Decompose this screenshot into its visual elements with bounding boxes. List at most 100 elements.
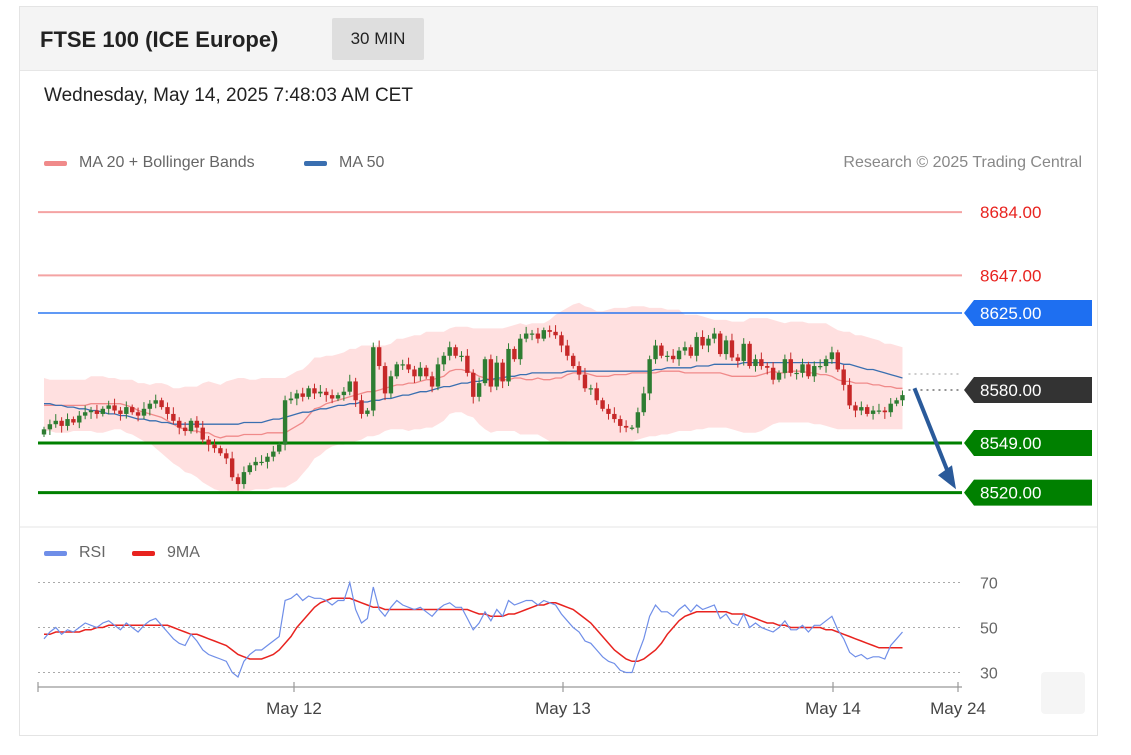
candle-body [688, 347, 693, 356]
legend-ma50: MA 50 [304, 154, 384, 172]
candle-body [130, 407, 135, 413]
candle-body [465, 355, 470, 373]
candle-body [659, 345, 664, 356]
candle-body [582, 374, 588, 389]
candle-body [494, 362, 499, 387]
candle-body [271, 451, 276, 457]
candle-body [847, 384, 852, 406]
candle-body [618, 419, 623, 426]
candle-body [576, 366, 582, 375]
ma20-swatch [44, 160, 67, 166]
candle-body [635, 412, 641, 428]
candle-body [747, 343, 752, 367]
candle-body [723, 340, 729, 355]
candle-body [371, 347, 376, 411]
instrument-title: FTSE 100 (ICE Europe) [40, 27, 279, 52]
candle-body [312, 388, 317, 394]
candle-body [294, 393, 300, 399]
candle-body [471, 372, 476, 397]
level-tag-8520 [964, 479, 1092, 506]
candle-body [235, 477, 241, 485]
candle-body [224, 453, 229, 459]
legend-9ma: 9MA [132, 544, 200, 562]
rsi-tick-50: 50 [980, 621, 998, 638]
candle-body [782, 359, 788, 373]
candle-body [476, 383, 482, 397]
candle-body [571, 355, 576, 367]
candle-body [829, 352, 835, 360]
rsi-tick-70: 70 [980, 576, 998, 593]
candle-body [812, 366, 817, 377]
forecast-arrow-shaft [912, 387, 952, 478]
candle-body [806, 364, 811, 377]
candle-body [594, 388, 599, 401]
candle-body [135, 412, 141, 416]
candle-body [247, 465, 252, 473]
candle-body [523, 333, 529, 339]
candle-body [665, 355, 670, 357]
candle-body [606, 408, 611, 414]
candle-body [670, 355, 676, 360]
candle-body [77, 415, 82, 423]
legend-ma20-bb: MA 20 + Bollinger Bands [44, 154, 255, 172]
candle-body [288, 398, 294, 401]
candle-body [229, 458, 235, 478]
candle-body [882, 410, 888, 413]
level-tag-8549 [964, 430, 1092, 457]
candle-body [835, 352, 840, 370]
candle-body [282, 400, 288, 445]
scroll-to-top-button[interactable] [1041, 672, 1085, 714]
candle-body [71, 419, 76, 423]
candle-body [424, 367, 429, 377]
time-axis-label: May 13 [535, 699, 591, 718]
candle-body [865, 407, 870, 414]
candle-body [177, 420, 182, 428]
candle-body [641, 393, 646, 413]
candle-body [218, 448, 223, 454]
candle-body [629, 427, 635, 429]
candle-body [394, 364, 399, 377]
candle-body [182, 427, 188, 432]
candle-body [718, 333, 723, 355]
candle-body [118, 410, 123, 414]
candle-body [588, 388, 594, 390]
level-label-8647: 8647.00 [980, 266, 1041, 285]
candle-body [159, 400, 164, 408]
legend-rsi: RSI [44, 544, 106, 562]
candle-body [82, 412, 88, 416]
candle-body [324, 391, 329, 396]
time-axis-label: May 12 [266, 699, 322, 718]
candle-body [341, 391, 347, 396]
candle-body [794, 372, 799, 375]
candle-body [600, 400, 605, 409]
forecast-arrow-head [938, 465, 956, 490]
candle-body [65, 419, 70, 426]
candle-body [770, 367, 776, 380]
rsi-line [43, 580, 903, 678]
candle-body [482, 359, 488, 384]
legend-rsi-label: RSI [79, 544, 106, 561]
candle-body [547, 330, 552, 332]
candle-body [682, 347, 688, 351]
time-axis-label: May 24 [930, 699, 986, 718]
candle-body [876, 410, 882, 412]
candle-body [365, 410, 370, 414]
candle-body [553, 331, 558, 336]
candle-body [306, 388, 311, 397]
timestamp: Wednesday, May 14, 2025 7:48:03 AM CET [44, 85, 413, 106]
interval-badge[interactable]: 30 MIN [332, 18, 424, 60]
candle-body [788, 359, 793, 373]
candle-body [277, 444, 282, 452]
ma9-swatch [132, 550, 155, 556]
candle-body [565, 345, 570, 356]
candle-body [241, 472, 247, 485]
candle-body [47, 424, 53, 430]
rsi-tick-30: 30 [980, 666, 998, 683]
candle-body [694, 336, 699, 356]
legend-ma50-label: MA 50 [339, 154, 385, 171]
candle-body [388, 376, 394, 394]
candle-body [153, 400, 158, 404]
candle-body [253, 461, 258, 466]
candle-body [447, 347, 452, 356]
candle-body [376, 347, 382, 367]
